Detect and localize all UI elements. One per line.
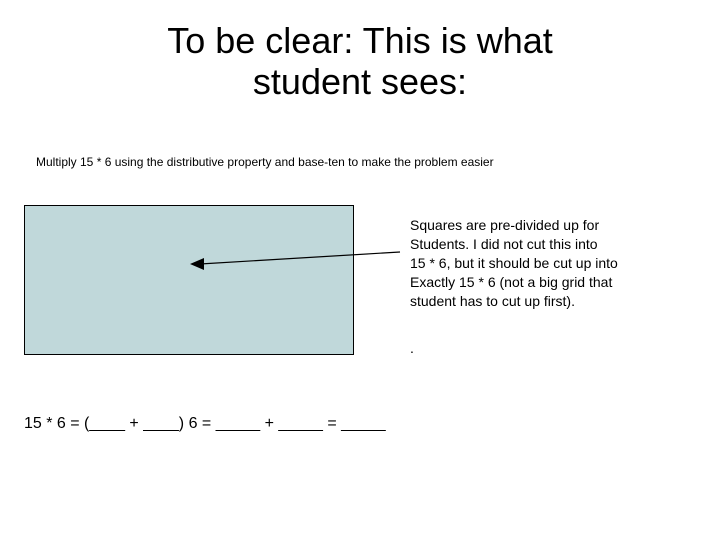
equation-text: 15 * 6 = (____ + ____) 6 = _____ + _____… — [24, 415, 386, 433]
note-dot: . — [410, 340, 414, 356]
note-line: Squares are pre-divided up for — [410, 216, 700, 235]
note-text: Squares are pre-divided up for Students.… — [410, 216, 700, 310]
slide-title: To be clear: This is whatstudent sees: — [0, 20, 720, 103]
note-line: student has to cut up first). — [410, 292, 700, 311]
note-line: Exactly 15 * 6 (not a big grid that — [410, 273, 700, 292]
note-line: Students. I did not cut this into — [410, 235, 700, 254]
note-line: 15 * 6, but it should be cut up into — [410, 254, 700, 273]
area-model-rectangle — [24, 205, 354, 355]
instruction-text: Multiply 15 * 6 using the distributive p… — [36, 155, 494, 169]
